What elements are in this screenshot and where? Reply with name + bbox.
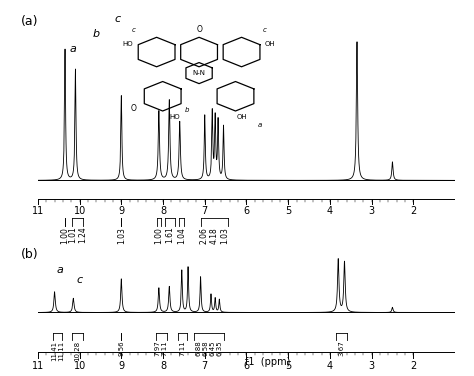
Text: a: a xyxy=(57,265,64,275)
Text: 2: 2 xyxy=(410,361,417,371)
Text: 9: 9 xyxy=(118,206,124,216)
Text: c: c xyxy=(76,275,82,285)
Text: 1.61: 1.61 xyxy=(165,227,174,244)
Text: a: a xyxy=(69,44,76,54)
Text: 8: 8 xyxy=(160,361,166,371)
Text: 6.88
6.58
6.45
6.35: 6.88 6.58 6.45 6.35 xyxy=(195,341,222,356)
Text: 11: 11 xyxy=(32,361,44,371)
Text: 1.04: 1.04 xyxy=(177,227,186,244)
Text: 11: 11 xyxy=(32,206,44,216)
Text: 6: 6 xyxy=(244,206,249,216)
Text: 11.41
11.11: 11.41 11.11 xyxy=(51,341,64,361)
Text: c: c xyxy=(114,14,120,24)
Text: 7.97
7.11: 7.97 7.11 xyxy=(155,341,168,356)
Text: 1.00: 1.00 xyxy=(61,227,70,244)
Text: 9: 9 xyxy=(118,361,124,371)
Text: 4: 4 xyxy=(327,361,333,371)
Text: 3: 3 xyxy=(369,361,374,371)
Text: 4: 4 xyxy=(327,206,333,216)
Text: 3.67: 3.67 xyxy=(338,341,345,356)
Text: OH: OH xyxy=(236,114,247,120)
Text: 3: 3 xyxy=(369,206,374,216)
Text: HO: HO xyxy=(170,114,180,120)
Text: 10.28: 10.28 xyxy=(74,341,81,361)
Text: N-N: N-N xyxy=(192,70,206,76)
Text: HO: HO xyxy=(122,41,133,47)
Text: b: b xyxy=(92,29,99,39)
Text: c: c xyxy=(263,27,266,33)
Text: c: c xyxy=(132,27,136,33)
Text: 7: 7 xyxy=(201,361,208,371)
Text: 5: 5 xyxy=(285,206,292,216)
Text: 8: 8 xyxy=(160,206,166,216)
Text: O: O xyxy=(131,105,137,114)
Text: a: a xyxy=(258,122,262,128)
Text: 9.56: 9.56 xyxy=(118,341,124,356)
Text: 6: 6 xyxy=(244,361,249,371)
Text: 5: 5 xyxy=(285,361,292,371)
Text: O: O xyxy=(196,26,202,35)
Text: 1.01
1.24: 1.01 1.24 xyxy=(68,227,87,244)
Text: 7: 7 xyxy=(201,206,208,216)
Text: OH: OH xyxy=(265,41,276,47)
Text: b: b xyxy=(185,107,189,113)
Text: (a): (a) xyxy=(21,15,39,28)
Text: (b): (b) xyxy=(21,248,39,261)
Text: 10: 10 xyxy=(73,206,86,216)
Text: 10: 10 xyxy=(73,361,86,371)
Text: 2.06
4.18
1.03: 2.06 4.18 1.03 xyxy=(200,227,229,244)
Text: 7.11: 7.11 xyxy=(180,341,185,356)
Text: 1.03: 1.03 xyxy=(117,227,126,244)
Text: 2: 2 xyxy=(410,206,417,216)
Text: 1.00: 1.00 xyxy=(155,227,164,244)
Text: f1  (ppm): f1 (ppm) xyxy=(245,356,290,367)
